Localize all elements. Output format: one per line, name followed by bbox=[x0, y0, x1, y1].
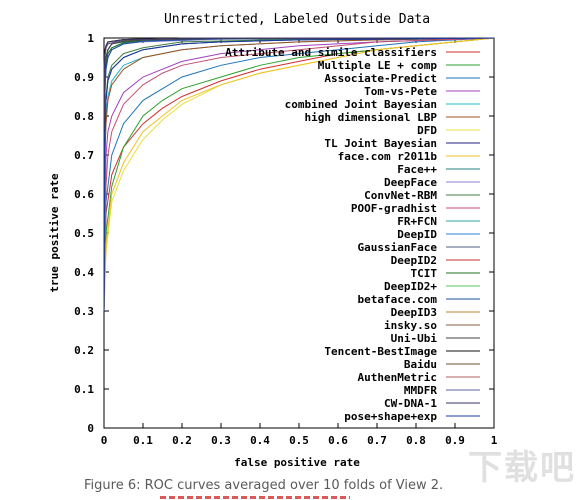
roc-curve-series bbox=[103, 37, 495, 312]
watermark-logo: 下载吧 bbox=[468, 448, 576, 488]
y-tick-label: 0.8 bbox=[74, 110, 94, 123]
legend: Attribute and simile classifiersMultiple… bbox=[225, 46, 480, 423]
x-tick-label: 0.5 bbox=[289, 434, 309, 447]
legend-entry-label: AuthenMetric bbox=[358, 371, 437, 384]
legend-entry-label: high dimensional LBP bbox=[305, 111, 438, 124]
legend-entry-label: DeepID bbox=[397, 228, 437, 241]
legend-entry-label: DeepID2 bbox=[391, 254, 437, 267]
legend-entry-label: GaussianFace bbox=[358, 241, 438, 254]
y-tick-label: 0.5 bbox=[74, 227, 94, 240]
legend-entry-label: pose+shape+exp bbox=[344, 410, 437, 423]
axis-ticks: 0 0.1 0.2 0.3 0.4 0.5 0.6 0.7 0.8 0.9 1 0 0.1 0.2 0.3 0… bbox=[74, 32, 498, 447]
roc-curve-series bbox=[103, 37, 495, 312]
legend-entry-label: Multiple LE + comp bbox=[318, 59, 438, 72]
x-axis-label: false positive rate bbox=[234, 456, 360, 469]
legend-entry-label: Attribute and simile classifiers bbox=[225, 46, 437, 59]
x-tick-label: 0.3 bbox=[211, 434, 231, 447]
legend-entry-label: Tencent-BestImage bbox=[324, 345, 437, 358]
roc-curves bbox=[103, 37, 495, 312]
x-tick-label: 0.9 bbox=[445, 434, 465, 447]
legend-entry-label: combined Joint Bayesian bbox=[285, 98, 437, 111]
roc-curve-series bbox=[103, 37, 495, 312]
roc-curve-series bbox=[103, 37, 495, 312]
x-tick-label: 0.7 bbox=[367, 434, 387, 447]
y-tick-label: 0.6 bbox=[74, 188, 94, 201]
legend-entry-label: DeepFace bbox=[384, 176, 437, 189]
y-tick-label: 0.3 bbox=[74, 305, 94, 318]
x-tick-label: 0.4 bbox=[250, 434, 270, 447]
roc-curve-series bbox=[103, 37, 495, 312]
y-axis-label: true positive rate bbox=[48, 173, 61, 293]
x-tick-label: 0.8 bbox=[406, 434, 426, 447]
figure-caption: Figure 6: ROC curves averaged over 10 fo… bbox=[84, 478, 444, 493]
y-tick-label: 0.7 bbox=[74, 149, 94, 162]
y-tick-label: 0.9 bbox=[74, 71, 94, 84]
legend-entry-label: CW-DNA-1 bbox=[384, 397, 437, 410]
legend-entry-label: DeepID2+ bbox=[384, 280, 437, 293]
legend-entry-label: betaface.com bbox=[358, 293, 438, 306]
legend-entry-label: POOF-gradhist bbox=[351, 202, 437, 215]
chart-title: Unrestricted, Labeled Outside Data bbox=[164, 12, 430, 27]
y-tick-label: 0.1 bbox=[74, 383, 94, 396]
legend-entry-label: face.com r2011b bbox=[338, 150, 438, 163]
legend-entry-label: DeepID3 bbox=[391, 306, 437, 319]
x-tick-label: 0 bbox=[101, 434, 108, 447]
legend-entry-label: TCIT bbox=[411, 267, 438, 280]
y-tick-label: 1 bbox=[87, 32, 94, 45]
legend-entry-label: Baidu bbox=[404, 358, 437, 371]
legend-entry-label: ConvNet-RBM bbox=[364, 189, 437, 202]
legend-entry-label: Associate-Predict bbox=[324, 72, 437, 85]
x-tick-label: 0.6 bbox=[328, 434, 348, 447]
legend-entry-label: TL Joint Bayesian bbox=[324, 137, 437, 150]
legend-entry-label: Uni-Ubi bbox=[391, 332, 438, 345]
legend-entry-label: insky.so bbox=[384, 319, 437, 332]
x-tick-label: 0.2 bbox=[172, 434, 192, 447]
roc-curve-series bbox=[103, 37, 495, 312]
roc-curve-series bbox=[103, 37, 495, 312]
x-tick-label: 0.1 bbox=[133, 434, 153, 447]
x-tick-label: 1 bbox=[491, 434, 498, 447]
legend-entry-label: MMDFR bbox=[404, 384, 437, 397]
y-tick-label: 0 bbox=[87, 422, 94, 435]
legend-entry-label: DFD bbox=[417, 124, 437, 137]
roc-curve-series bbox=[103, 37, 495, 312]
legend-entry-label: Tom-vs-Pete bbox=[364, 85, 437, 98]
legend-entry-label: FR+FCN bbox=[397, 215, 437, 228]
y-tick-label: 0.2 bbox=[74, 344, 94, 357]
y-tick-label: 0.4 bbox=[74, 266, 94, 279]
cropped-caption-line bbox=[160, 494, 350, 500]
legend-entry-label: Face++ bbox=[397, 163, 437, 176]
